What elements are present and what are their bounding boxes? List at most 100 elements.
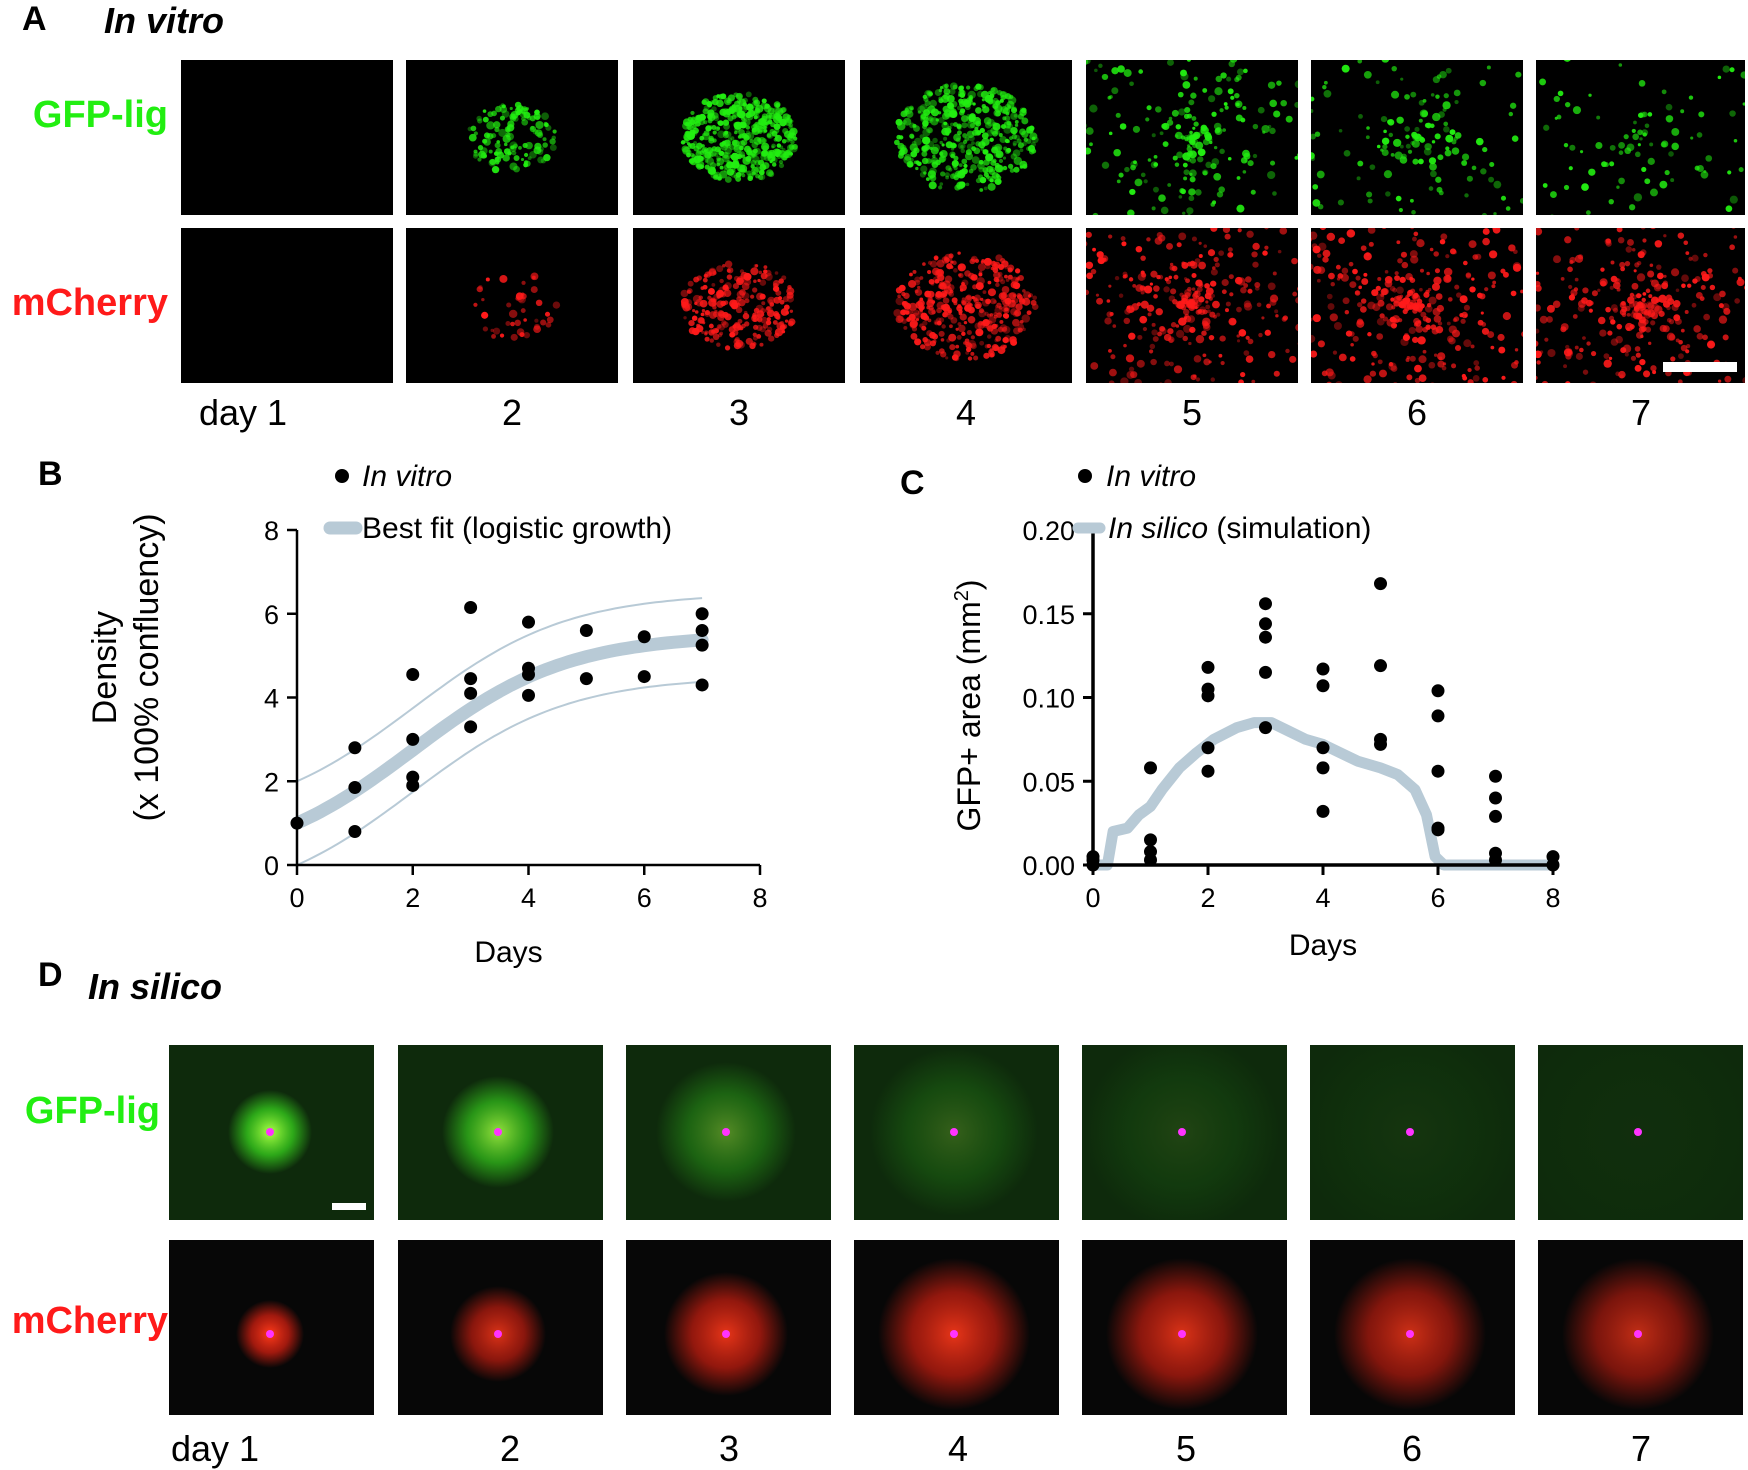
data-point bbox=[1374, 737, 1387, 751]
data-point bbox=[406, 667, 420, 681]
legend-dot-icon bbox=[335, 469, 349, 483]
x-tick-label-2: 4 bbox=[521, 883, 536, 913]
y-tick-label-0: 0.00 bbox=[1022, 851, 1075, 881]
invitro-gfp-image-day-7 bbox=[1536, 60, 1745, 215]
legend-invitro: In vitro bbox=[1106, 460, 1196, 493]
data-point bbox=[406, 732, 420, 746]
data-point bbox=[1086, 858, 1100, 872]
panel-d-letter: D bbox=[38, 956, 63, 994]
data-point bbox=[695, 678, 709, 692]
data-point bbox=[1259, 630, 1272, 644]
x-tick-label-4: 8 bbox=[1545, 883, 1560, 913]
data-point bbox=[1316, 741, 1330, 755]
invitro-mcherry-image-day-5 bbox=[1086, 228, 1298, 383]
fit-lower-band bbox=[296, 680, 703, 866]
panel-d-title: In silico bbox=[88, 966, 223, 1007]
data-point bbox=[1144, 833, 1157, 847]
panel-a-title: In vitro bbox=[104, 0, 225, 41]
invitro-gfp-image-day-3 bbox=[633, 60, 845, 215]
insilico-day-label-7: 7 bbox=[1630, 1428, 1652, 1469]
insilico-mcherry-image-day-7 bbox=[1538, 1240, 1743, 1415]
data-point bbox=[1431, 709, 1445, 723]
y-axis-title: GFP+ area (mm2) bbox=[951, 579, 987, 831]
y-tick-label-4: 8 bbox=[264, 516, 279, 546]
insilico-day-label-4: 4 bbox=[947, 1428, 969, 1469]
data-point bbox=[1259, 721, 1272, 735]
data-point bbox=[464, 600, 478, 614]
data-point bbox=[406, 778, 420, 792]
invitro-gfp-image-day-2 bbox=[406, 60, 618, 215]
panel-d-gfp-row-label: GFP-lig bbox=[24, 1090, 160, 1132]
insilico-gfp-image-day-4 bbox=[854, 1045, 1059, 1220]
x-tick-label-4: 8 bbox=[752, 883, 767, 913]
data-point bbox=[1489, 791, 1502, 805]
data-point bbox=[579, 624, 593, 637]
data-point bbox=[1546, 858, 1560, 872]
x-axis-title: Days bbox=[474, 936, 542, 969]
insilico-day-label-2: 2 bbox=[499, 1428, 521, 1469]
insilico-gfp-image-day-5 bbox=[1082, 1045, 1287, 1220]
data-point bbox=[1431, 684, 1445, 698]
insilico-day-label-6: 6 bbox=[1401, 1428, 1423, 1469]
data-point bbox=[1431, 764, 1445, 778]
invitro-day-label-4: 4 bbox=[955, 392, 977, 433]
data-point bbox=[348, 741, 362, 755]
invitro-mcherry-image-day-7 bbox=[1536, 228, 1745, 383]
x-tick-label-1: 2 bbox=[1200, 883, 1215, 913]
y-tick-label-2: 0.10 bbox=[1022, 684, 1075, 714]
x-axis-title: Days bbox=[1289, 929, 1357, 962]
invitro-gfp-image-day-6 bbox=[1311, 60, 1523, 215]
insilico-mcherry-image-day-5 bbox=[1082, 1240, 1287, 1415]
panel-d-mcherry-row-label: mCherry bbox=[11, 1300, 168, 1342]
legend-invitro: In vitro bbox=[362, 460, 452, 493]
invitro-day-label-5: 5 bbox=[1181, 392, 1203, 433]
data-point bbox=[695, 624, 709, 637]
x-tick-label-3: 6 bbox=[1430, 883, 1445, 913]
data-point bbox=[1431, 823, 1445, 837]
y-axis-title-line1: Density bbox=[86, 611, 124, 724]
density-chart: 0 2 4 6 8 0 2 4 6 8 Days Density (x 100% confluency)… bbox=[86, 460, 768, 969]
insilico-mcherry-image-day-4 bbox=[854, 1240, 1059, 1415]
x-tick-label-2: 4 bbox=[1315, 883, 1330, 913]
x-tick-label-3: 6 bbox=[637, 883, 652, 913]
y-tick-label-1: 0.05 bbox=[1022, 767, 1075, 797]
x-tick-label-0: 0 bbox=[1085, 883, 1100, 913]
data-point bbox=[1374, 659, 1387, 673]
data-point bbox=[522, 688, 535, 702]
insilico-mcherry-image-day-6 bbox=[1310, 1240, 1515, 1415]
data-point bbox=[1201, 689, 1215, 703]
insilico-gfp-image-day-7 bbox=[1538, 1045, 1743, 1220]
fit-upper-band bbox=[296, 597, 703, 783]
insilico-day-label-1: day 1 bbox=[170, 1428, 260, 1469]
data-point bbox=[1259, 617, 1272, 631]
data-point bbox=[1374, 577, 1387, 591]
panel-a-mcherry-row-label: mCherry bbox=[11, 282, 168, 324]
scale-bar bbox=[1663, 362, 1737, 372]
data-point bbox=[695, 638, 709, 652]
data-point bbox=[695, 607, 709, 621]
legend-insilico: In silico (simulation) bbox=[1108, 512, 1371, 545]
simulation-line bbox=[1093, 717, 1553, 871]
invitro-gfp-image-day-5 bbox=[1086, 60, 1298, 215]
invitro-gfp-image-day-1 bbox=[181, 60, 393, 215]
insilico-mcherry-image-day-1 bbox=[169, 1240, 374, 1415]
data-point bbox=[290, 816, 304, 830]
panel-c-letter: C bbox=[900, 464, 925, 502]
invitro-day-label-7: 7 bbox=[1630, 392, 1652, 433]
insilico-day-label-3: 3 bbox=[718, 1428, 740, 1469]
y-tick-label-4: 0.20 bbox=[1022, 516, 1075, 546]
data-point bbox=[464, 672, 478, 686]
invitro-day-label-6: 6 bbox=[1406, 392, 1428, 433]
invitro-mcherry-image-day-6 bbox=[1311, 228, 1523, 383]
data-point bbox=[464, 720, 478, 734]
data-point bbox=[1201, 660, 1215, 674]
data-point bbox=[1316, 804, 1330, 818]
data-point bbox=[1259, 665, 1272, 679]
invitro-day-label-1: day 1 bbox=[198, 392, 288, 433]
insilico-gfp-image-day-3 bbox=[626, 1045, 831, 1220]
data-point bbox=[1489, 853, 1502, 867]
invitro-mcherry-image-day-2 bbox=[406, 228, 618, 383]
data-point bbox=[1316, 679, 1330, 693]
invitro-gfp-image-day-4 bbox=[860, 60, 1072, 215]
data-point bbox=[1201, 741, 1215, 755]
